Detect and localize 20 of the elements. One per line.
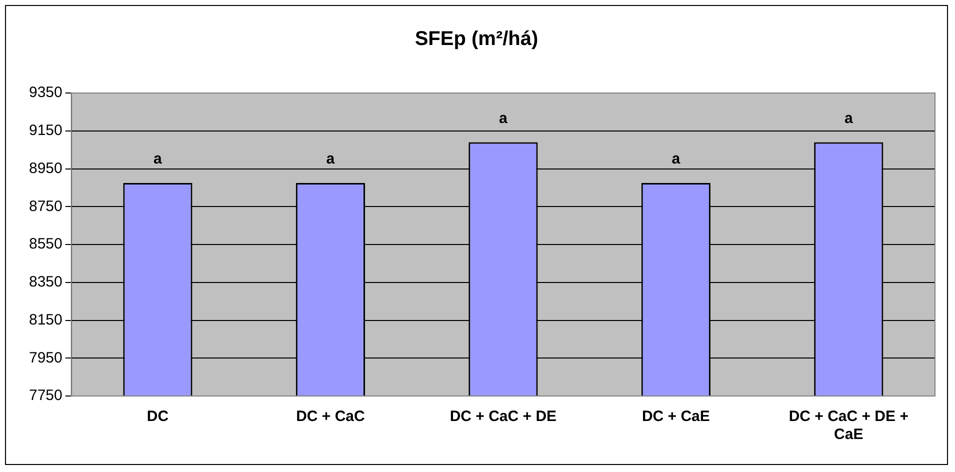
y-tick-label: 8950 <box>28 160 62 177</box>
y-tick-label: 9350 <box>28 84 62 102</box>
x-tick-label: DC <box>146 408 169 426</box>
y-tick-label: 7950 <box>28 349 62 366</box>
y-tick-label: 7750 <box>28 387 62 404</box>
annotation: a <box>844 110 854 127</box>
x-tick-label: DC + CaC <box>296 408 365 426</box>
x-tick-label: DC + CaC + DE + CaE <box>788 408 909 444</box>
chart-title: SFEp (m²/há) <box>414 28 540 51</box>
x-tick-label: DC + CaC + DE <box>450 408 557 426</box>
annotation: a <box>154 150 163 168</box>
annotation: a <box>499 110 508 127</box>
y-tick-label: 8550 <box>28 236 62 253</box>
y-tick-label: 8750 <box>28 198 62 215</box>
annotation: a <box>672 150 681 168</box>
y-tick-label: 9150 <box>28 122 62 140</box>
y-tick-label: 8350 <box>28 274 62 291</box>
annotation: a <box>326 150 336 168</box>
y-tick-label: 8150 <box>28 311 62 328</box>
x-tick-label: DC + CaE <box>642 408 710 426</box>
